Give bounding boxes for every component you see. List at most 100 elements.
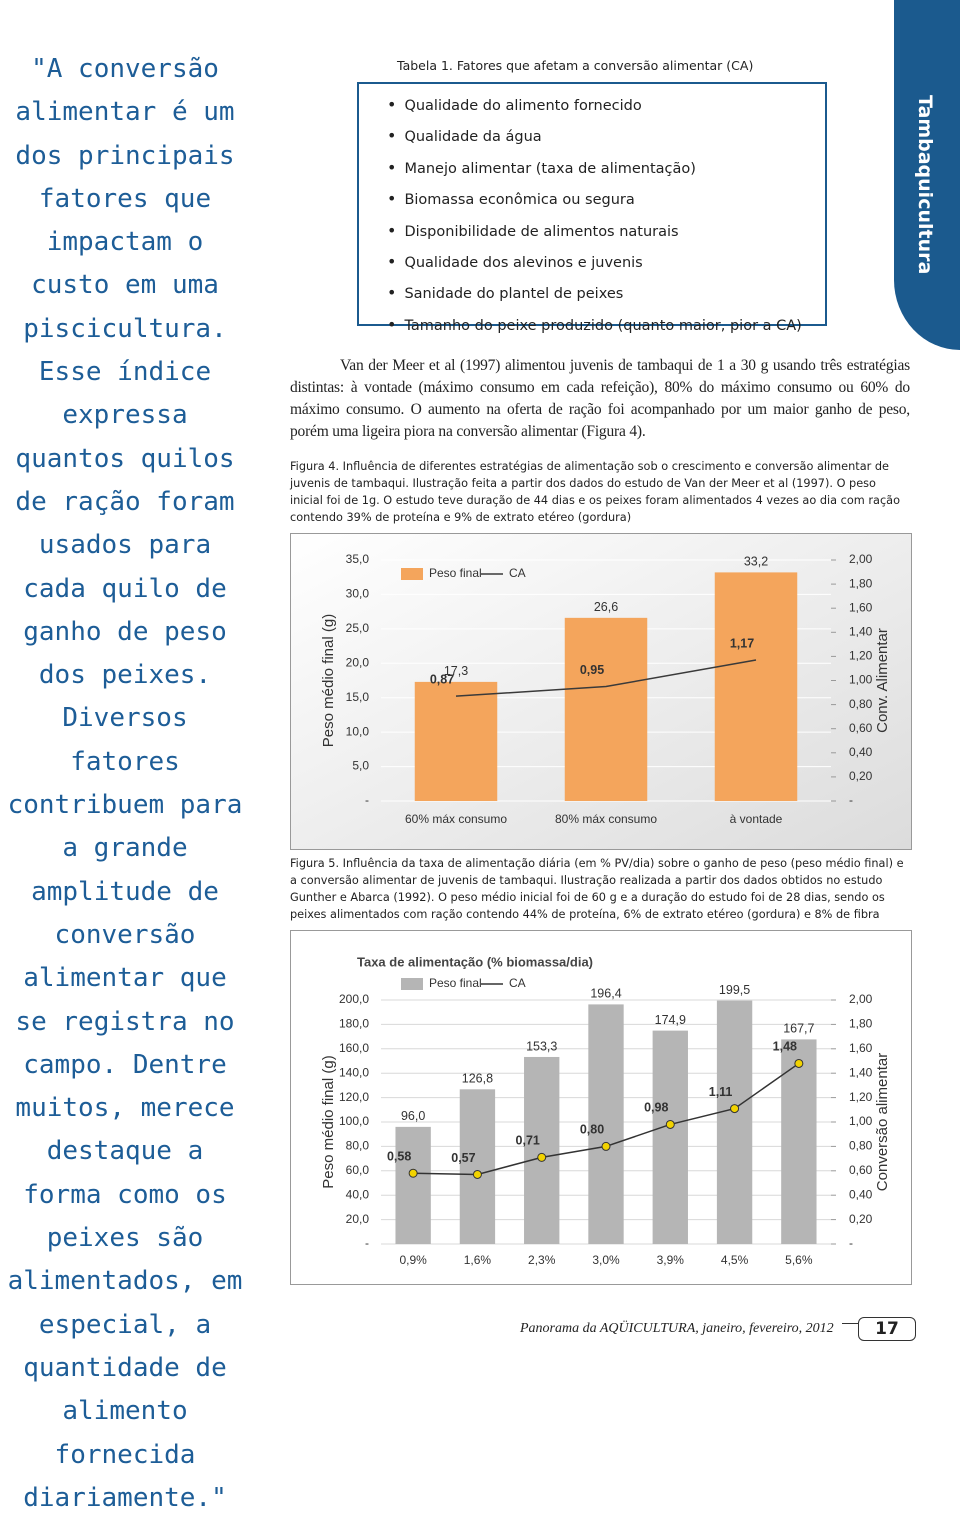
y2-tick-label: 1,60: [849, 600, 873, 614]
y2-tick-label: 2,00: [849, 552, 873, 566]
x-tick-label: 3,0%: [592, 1253, 620, 1267]
point-value-label: 0,57: [451, 1151, 475, 1165]
y-tick-label: 30,0: [346, 587, 370, 601]
bar: [781, 1039, 817, 1244]
legend-label: Peso final: [429, 976, 482, 990]
figure-caption: Figura 4. Influência de diferentes estra…: [290, 460, 900, 524]
point-value-label: 0,95: [580, 663, 604, 677]
factor-item: Tamanho do peixe produzido (quanto maior…: [387, 310, 825, 341]
y-tick-label: 120,0: [339, 1090, 369, 1104]
y2-tick-label: 2,00: [849, 992, 873, 1006]
legend-swatch: [401, 978, 423, 990]
bar: [524, 1056, 560, 1244]
y-tick-label: 160,0: [339, 1041, 369, 1055]
page: Tambaquicultura "A conversão alimentar é…: [0, 0, 960, 1343]
bar-value-label: 96,0: [401, 1109, 425, 1123]
x-tick-label: 1,6%: [464, 1253, 492, 1267]
y-axis-label: Peso médio final (g): [320, 1055, 337, 1188]
point: [601, 1141, 611, 1151]
y2-tick-label: 0,80: [849, 697, 873, 711]
x-tick-label: à vontade: [730, 812, 783, 826]
bar-value-label: 33,2: [744, 555, 768, 569]
factor-item: Qualidade dos alevinos e juvenis: [387, 247, 825, 278]
y-tick-label: 25,0: [346, 621, 370, 635]
factor-item: Manejo alimentar (taxa de alimentação): [387, 153, 825, 184]
chart: - 5,0 10,0 15,0 20,0 25,0 30,0 35,0 - 0,20 0,40 0,6…: [290, 533, 912, 850]
y2-tick-label: 1,00: [849, 673, 873, 687]
y2-tick-label: 0,40: [849, 1187, 873, 1201]
side-tab: Tambaquicultura: [894, 0, 960, 350]
figure-caption: Figura 5. Influência da taxa de alimenta…: [290, 857, 904, 921]
bar-value-label: 17,3: [444, 664, 468, 678]
y2-tick-label: 1,40: [849, 624, 873, 638]
y2-tick-label: -: [849, 793, 853, 807]
factor-item: Disponibilidade de alimentos naturais: [387, 216, 825, 247]
point: [472, 1169, 482, 1179]
bar: [414, 681, 498, 801]
y-tick-label: 180,0: [339, 1017, 369, 1031]
point-value-label: 1,48: [773, 1040, 797, 1054]
point: [537, 1152, 547, 1162]
y2-tick-label: 0,60: [849, 1163, 873, 1177]
side-tab-label: Tambaquicultura: [914, 95, 936, 275]
point: [408, 1168, 418, 1178]
point: [665, 1119, 675, 1129]
y2-tick-label: 1,40: [849, 1065, 873, 1079]
y-tick-label: 80,0: [346, 1139, 370, 1153]
y2-tick-label: 0,20: [849, 769, 873, 783]
point-value-label: 0,80: [580, 1123, 604, 1137]
y2-axis-label: Conversão alimentar: [874, 1053, 891, 1191]
y2-tick-label: 1,20: [849, 1090, 873, 1104]
pull-quote: "A conversão alimentar é um dos principa…: [7, 54, 243, 1513]
legend-label: CA: [509, 566, 526, 580]
y-tick-label: 60,0: [346, 1163, 370, 1177]
y-tick-label: 20,0: [346, 655, 370, 669]
factor-list: Qualidade do alimento fornecidoQualidade…: [387, 90, 825, 341]
x-tick-label: 2,3%: [528, 1253, 556, 1267]
point-value-label: 0,87: [430, 672, 454, 686]
bar-value-label: 199,5: [719, 983, 750, 997]
y2-tick-label: 0,20: [849, 1212, 873, 1226]
y-tick-label: 15,0: [346, 690, 370, 704]
y-tick-label: 40,0: [346, 1187, 370, 1201]
y-tick-label: 10,0: [346, 724, 370, 738]
chart: - 20,0 40,0 60,0 80,0 100,0 120,0 140,0 160,0 180…: [290, 930, 912, 1285]
factor-box: Qualidade do alimento fornecidoQualidade…: [357, 82, 827, 334]
legend-swatch: [401, 568, 423, 580]
bar-value-label: 167,7: [783, 1022, 814, 1036]
legend-label: Peso final: [429, 566, 482, 580]
y-tick-label: -: [365, 1236, 369, 1250]
bar: [652, 1030, 688, 1244]
y-tick-label: 35,0: [346, 552, 370, 566]
bar: [716, 1000, 753, 1244]
y2-tick-label: 0,80: [849, 1139, 873, 1153]
factor-item: Sanidade do plantel de peixes: [387, 278, 825, 309]
factor-item: Qualidade da água: [387, 121, 825, 152]
factor-item: Qualidade do alimento fornecido: [387, 90, 825, 121]
x-tick-label: 60% máx consumo: [405, 812, 507, 826]
y-tick-label: -: [365, 793, 369, 807]
bar-value-label: 126,8: [462, 1072, 493, 1086]
y2-tick-label: 1,00: [849, 1114, 873, 1128]
x-tick-label: 4,5%: [721, 1253, 749, 1267]
y-tick-label: 200,0: [339, 992, 369, 1006]
point-value-label: 0,71: [516, 1134, 540, 1148]
bar: [588, 1004, 624, 1244]
footer-publication: Panorama da AQÜICULTURA, janeiro, fevere…: [520, 1321, 834, 1336]
chart-title: Taxa de alimentação (% biomassa/dia): [357, 954, 593, 969]
y2-tick-label: 0,40: [849, 745, 873, 759]
y-tick-label: 140,0: [339, 1065, 369, 1079]
y2-tick-label: 1,20: [849, 649, 873, 663]
point: [794, 1058, 804, 1068]
bar: [395, 1126, 431, 1244]
bar: [459, 1089, 496, 1244]
y2-axis-label: Conv. Alimentar: [874, 628, 891, 733]
legend-label: CA: [509, 976, 526, 990]
y-tick-label: 100,0: [339, 1114, 369, 1128]
body-paragraph: Van der Meer et al (1997) alimentou juve…: [290, 357, 910, 440]
y2-tick-label: 0,60: [849, 721, 873, 735]
page-number: 17: [858, 1317, 916, 1341]
bar: [714, 572, 798, 801]
point-value-label: 0,58: [387, 1150, 411, 1164]
x-tick-label: 5,6%: [785, 1253, 813, 1267]
